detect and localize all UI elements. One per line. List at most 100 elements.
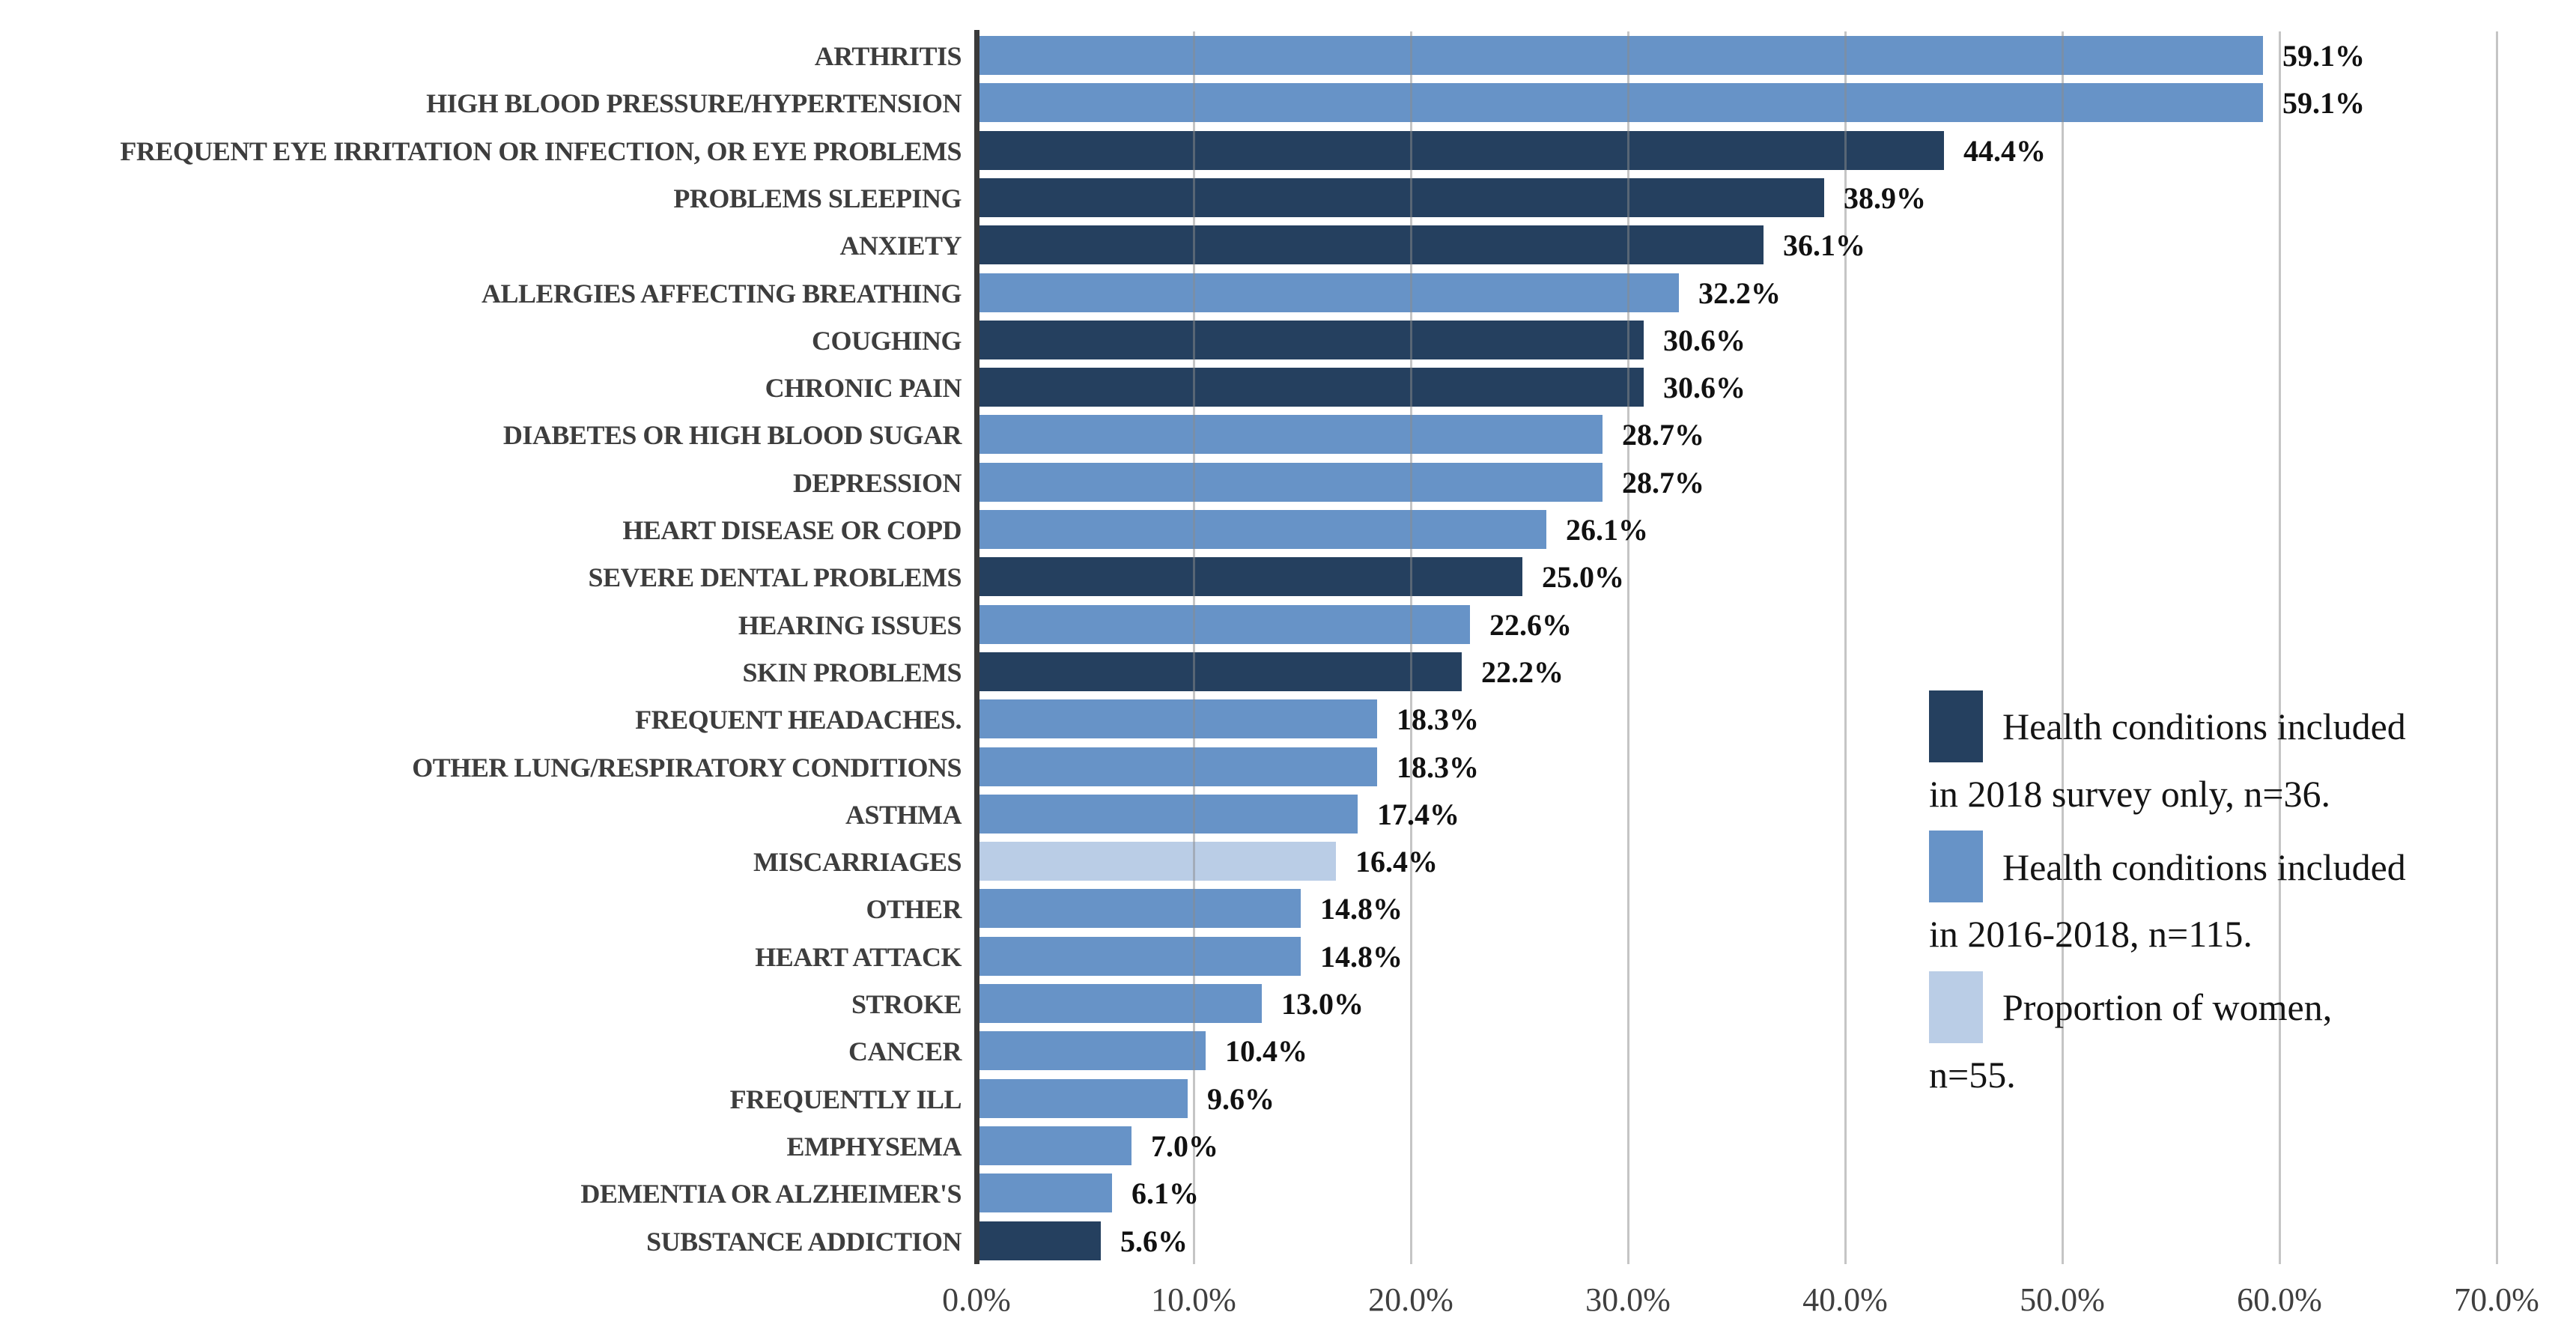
bar <box>979 1174 1112 1212</box>
category-label: DEMENTIA OR ALZHEIMER'S <box>580 1179 962 1209</box>
bar <box>979 178 1824 217</box>
legend-entry: Health conditions included in 2016-2018, … <box>1929 831 2551 966</box>
bar <box>979 415 1603 454</box>
legend-swatch <box>1929 971 1983 1043</box>
category-label: DIABETES OR HIGH BLOOD SUGAR <box>502 420 962 450</box>
legend-entry: Proportion of women, n=55. <box>1929 971 2551 1106</box>
category-label: FREQUENTLY ILL <box>729 1084 962 1114</box>
value-label: 28.7% <box>1622 466 1704 500</box>
bar <box>979 795 1358 834</box>
legend-swatch <box>1929 831 1983 903</box>
value-label: 17.4% <box>1377 798 1459 831</box>
category-label: FREQUENT EYE IRRITATION OR INFECTION, OR… <box>120 136 962 166</box>
category-label: OTHER LUNG/RESPIRATORY CONDITIONS <box>412 753 962 783</box>
gridline-50pct <box>2061 31 2064 1264</box>
category-label: ARTHRITIS <box>814 41 962 71</box>
legend-label-line1: Health conditions included <box>2002 705 2406 747</box>
category-label: HEART DISEASE OR COPD <box>622 515 962 545</box>
value-label: 14.8% <box>1320 940 1403 974</box>
x-tick-label: 10.0% <box>1151 1281 1236 1318</box>
bar <box>979 131 1944 170</box>
bar <box>979 937 1301 976</box>
gridline-70pct <box>2495 31 2498 1264</box>
value-label: 26.1% <box>1566 513 1648 547</box>
category-label: COUGHING <box>811 326 962 356</box>
legend-label-line1: Proportion of women, <box>2002 986 2333 1029</box>
category-label: MISCARRIAGES <box>753 847 962 877</box>
category-label: SEVERE DENTAL PROBLEMS <box>588 562 962 592</box>
legend-label-line2: in 2016-2018, n=115. <box>1929 913 2253 956</box>
bar <box>979 1079 1188 1118</box>
category-label: SUBSTANCE ADDICTION <box>646 1227 962 1257</box>
bar <box>979 747 1377 786</box>
category-label: CHRONIC PAIN <box>765 373 962 403</box>
bar <box>979 83 2263 122</box>
category-label: ALLERGIES AFFECTING BREATHING <box>482 279 962 309</box>
value-label: 18.3% <box>1397 750 1479 784</box>
bar <box>979 368 1644 407</box>
x-tick-label: 30.0% <box>1585 1281 1671 1318</box>
value-label: 5.6% <box>1120 1224 1188 1258</box>
value-label: 22.6% <box>1489 608 1572 642</box>
x-tick-label: 0.0% <box>942 1281 1011 1318</box>
bar <box>979 984 1262 1023</box>
value-label: 25.0% <box>1542 560 1624 594</box>
bar <box>979 463 1603 502</box>
value-label: 6.1% <box>1131 1176 1199 1210</box>
value-label: 30.6% <box>1663 324 1746 357</box>
gridline-40pct <box>1844 31 1847 1264</box>
category-label: ASTHMA <box>845 800 962 830</box>
category-label: SKIN PROBLEMS <box>742 658 962 687</box>
legend-entry: Health conditions included in 2018 survey… <box>1929 690 2551 825</box>
bar <box>979 225 1764 264</box>
value-label: 9.6% <box>1207 1082 1275 1116</box>
bar <box>979 1126 1131 1165</box>
category-label: EMPHYSEMA <box>786 1132 962 1162</box>
gridline-10pct <box>1192 31 1195 1264</box>
value-label: 22.2% <box>1481 655 1564 689</box>
bar <box>979 1221 1101 1260</box>
x-tick-label: 40.0% <box>1802 1281 1888 1318</box>
category-label: ANXIETY <box>839 231 962 261</box>
value-label: 16.4% <box>1355 845 1438 878</box>
x-tick-label: 60.0% <box>2237 1281 2322 1318</box>
category-label: HEART ATTACK <box>755 942 962 972</box>
x-tick-label: 70.0% <box>2454 1281 2539 1318</box>
category-label: OTHER <box>866 894 962 924</box>
gridline-20pct <box>1409 31 1412 1264</box>
category-label: CANCER <box>848 1036 962 1066</box>
category-label: STROKE <box>851 989 962 1019</box>
gridline-30pct <box>1626 31 1629 1264</box>
category-label: DEPRESSION <box>792 468 962 498</box>
value-label: 59.1% <box>2282 39 2365 73</box>
value-label: 10.4% <box>1225 1034 1307 1068</box>
category-label: PROBLEMS SLEEPING <box>673 183 962 213</box>
legend-label-line2: n=55. <box>1929 1053 2016 1096</box>
bar <box>979 605 1470 644</box>
legend-label-line1: Health conditions included <box>2002 845 2406 888</box>
bar <box>979 510 1546 549</box>
legend: Health conditions included in 2018 survey… <box>1929 690 2551 1117</box>
value-label: 36.1% <box>1783 228 1865 262</box>
value-label: 13.0% <box>1281 987 1364 1021</box>
legend-label-line2: in 2018 survey only, n=36. <box>1929 772 2331 815</box>
bar <box>979 273 1679 312</box>
value-label: 38.9% <box>1844 181 1926 215</box>
value-label: 32.2% <box>1698 276 1781 310</box>
bar <box>979 1031 1206 1070</box>
value-label: 28.7% <box>1622 418 1704 452</box>
value-label: 14.8% <box>1320 892 1403 926</box>
value-label: 59.1% <box>2282 86 2365 120</box>
bar <box>979 36 2263 75</box>
bar <box>979 699 1377 738</box>
value-label: 44.4% <box>1963 134 2046 168</box>
value-label: 18.3% <box>1397 702 1479 736</box>
value-label: 7.0% <box>1151 1129 1218 1163</box>
gridline-60pct <box>2278 31 2281 1264</box>
bar <box>979 842 1336 881</box>
x-tick-label: 50.0% <box>2020 1281 2105 1318</box>
bar <box>979 557 1522 596</box>
bar <box>979 889 1301 928</box>
value-label: 30.6% <box>1663 371 1746 404</box>
